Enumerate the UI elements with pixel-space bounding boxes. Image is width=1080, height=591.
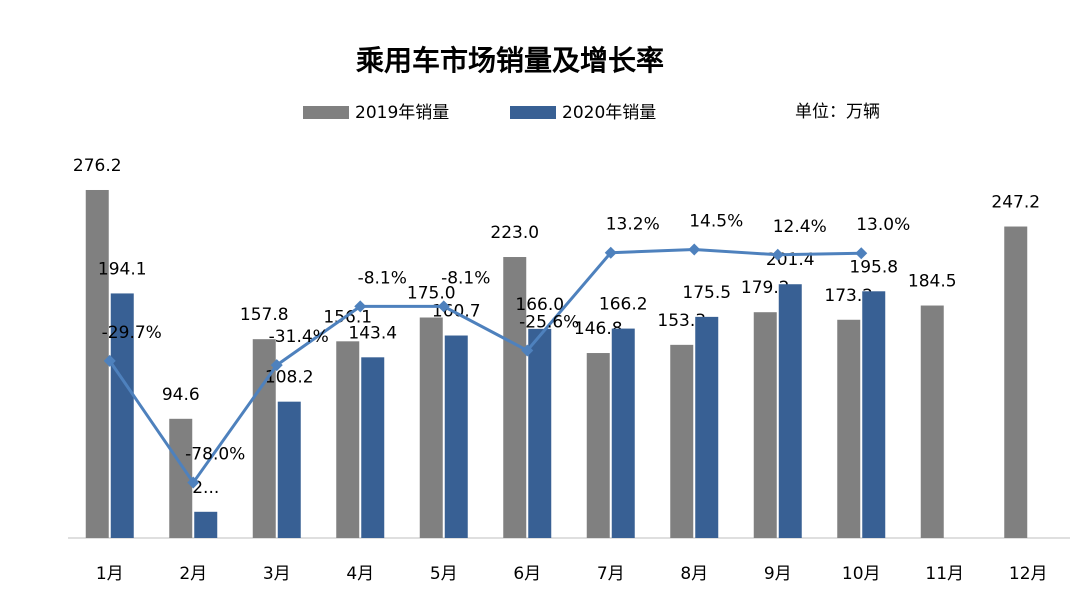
x-tick-label: 5月 xyxy=(430,564,458,584)
bar-value-label: 247.2 xyxy=(991,193,1040,213)
growth-label: -8.1% xyxy=(358,268,407,288)
growth-marker xyxy=(354,300,367,313)
growth-label: -8.1% xyxy=(441,268,490,288)
legend-swatch xyxy=(510,106,556,119)
bar xyxy=(277,401,301,538)
bar xyxy=(920,305,944,538)
growth-marker xyxy=(270,359,283,372)
bar xyxy=(837,319,861,538)
x-tick-label: 7月 xyxy=(597,564,625,584)
bar-value-label: 146.8 xyxy=(574,319,623,339)
bar xyxy=(1004,226,1028,538)
bar xyxy=(85,189,109,538)
bar-value-label: 175.5 xyxy=(682,283,731,303)
bar xyxy=(419,317,443,538)
bar xyxy=(336,341,360,538)
bar-value-label: 276.2 xyxy=(73,156,122,176)
growth-label: 12.4% xyxy=(773,217,827,237)
bar xyxy=(862,291,886,538)
bar xyxy=(695,316,719,538)
growth-marker xyxy=(688,243,701,256)
bar xyxy=(361,357,385,538)
x-tick-label: 8月 xyxy=(680,564,708,584)
growth-marker xyxy=(437,300,450,313)
x-tick-label: 1月 xyxy=(96,564,124,584)
legend-swatch xyxy=(303,106,349,119)
bar xyxy=(586,353,610,538)
growth-marker xyxy=(855,247,868,260)
bar-value-label: 184.5 xyxy=(908,272,957,292)
bar-value-label: 153.3 xyxy=(657,311,706,331)
growth-marker xyxy=(771,248,784,261)
growth-label: -31.4% xyxy=(269,327,329,347)
x-tick-label: 2月 xyxy=(179,564,207,584)
bar-value-label: 175.0 xyxy=(407,284,456,304)
x-tick-label: 3月 xyxy=(263,564,291,584)
bar-value-label: 157.8 xyxy=(240,305,289,325)
bar-value-label: 94.6 xyxy=(162,385,200,405)
growth-label: 14.5% xyxy=(689,211,743,231)
bar xyxy=(194,511,218,538)
growth-label: 13.0% xyxy=(856,215,910,235)
bar-value-label: 179.2 xyxy=(741,278,790,298)
bar-value-label: 108.2 xyxy=(265,368,314,388)
bar xyxy=(528,328,552,538)
growth-label: 13.2% xyxy=(606,215,660,235)
bar xyxy=(670,344,694,538)
bar-value-label: 223.0 xyxy=(490,223,539,243)
x-tick-label: 6月 xyxy=(513,564,541,584)
bar-value-label: 194.1 xyxy=(98,259,147,279)
bar-value-label: 166.2 xyxy=(599,295,648,315)
x-tick-label: 12月 xyxy=(1009,564,1048,584)
bar-value-label: 195.8 xyxy=(849,257,898,277)
x-tick-label: 10月 xyxy=(842,564,881,584)
growth-marker xyxy=(521,344,534,357)
x-tick-label: 9月 xyxy=(764,564,792,584)
bar xyxy=(611,328,635,538)
growth-marker xyxy=(187,476,200,489)
bar xyxy=(444,335,468,538)
growth-label: -29.7% xyxy=(102,323,162,343)
unit-note: 单位：万辆 xyxy=(795,102,880,122)
bar xyxy=(110,293,134,538)
bar xyxy=(753,312,777,538)
growth-line xyxy=(108,247,862,486)
bar-value-label: 143.4 xyxy=(348,323,397,343)
bar xyxy=(503,257,527,538)
legend-label: 2019年销量 xyxy=(355,103,449,123)
growth-label: -25.6% xyxy=(519,313,579,333)
growth-label: -78.0% xyxy=(185,445,245,465)
bar-value-label: 166.0 xyxy=(515,295,564,315)
growth-marker xyxy=(103,354,116,367)
growth-marker xyxy=(604,246,617,259)
x-tick-label: 4月 xyxy=(346,564,374,584)
legend-label: 2020年销量 xyxy=(562,103,656,123)
bar xyxy=(169,418,193,538)
bar xyxy=(778,284,802,538)
x-tick-label: 11月 xyxy=(925,564,964,584)
bar-value-label: 173.2 xyxy=(824,286,873,306)
chart-title: 乘用车市场销量及增长率 xyxy=(356,44,664,77)
